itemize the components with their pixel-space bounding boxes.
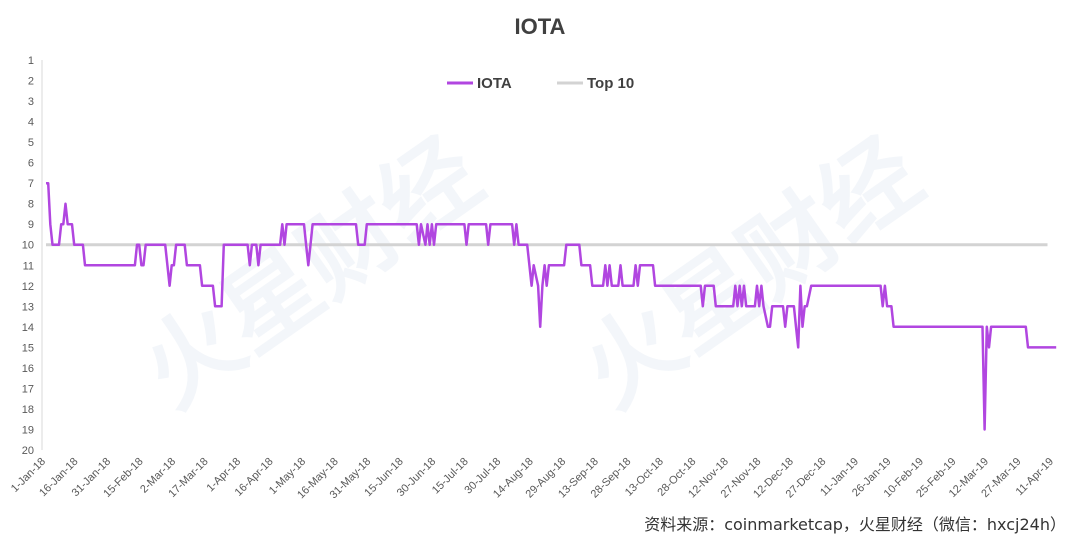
y-tick-label: 10 [22, 240, 34, 252]
y-tick-label: 18 [22, 404, 34, 416]
y-tick-label: 19 [22, 424, 34, 436]
y-tick-label: 4 [28, 117, 34, 129]
watermark-1: 火星财经 [122, 117, 501, 429]
y-tick-label: 6 [28, 158, 34, 170]
y-tick-label: 14 [22, 322, 34, 334]
legend-label: Top 10 [587, 75, 634, 92]
y-tick-label: 9 [28, 219, 34, 231]
y-tick-label: 1 [28, 55, 34, 67]
series-line-iota [46, 181, 1057, 431]
y-tick-label: 20 [22, 445, 34, 457]
y-tick-label: 11 [23, 260, 34, 272]
y-tick-label: 5 [28, 137, 34, 149]
y-tick-label: 8 [28, 199, 34, 211]
y-tick-label: 17 [22, 383, 34, 395]
y-tick-label: 15 [22, 342, 34, 354]
y-tick-label: 7 [28, 178, 34, 190]
y-tick-label: 16 [22, 363, 34, 375]
y-tick-label: 2 [28, 76, 34, 88]
y-tick-label: 12 [22, 281, 34, 293]
source-note: 资料来源：coinmarketcap，火星财经（微信：hxcj24h） [644, 515, 1066, 534]
chart-title: IOTA [514, 14, 566, 39]
y-tick-label: 13 [22, 301, 34, 313]
y-tick-label: 3 [28, 96, 34, 108]
legend-label: IOTA [477, 75, 512, 92]
